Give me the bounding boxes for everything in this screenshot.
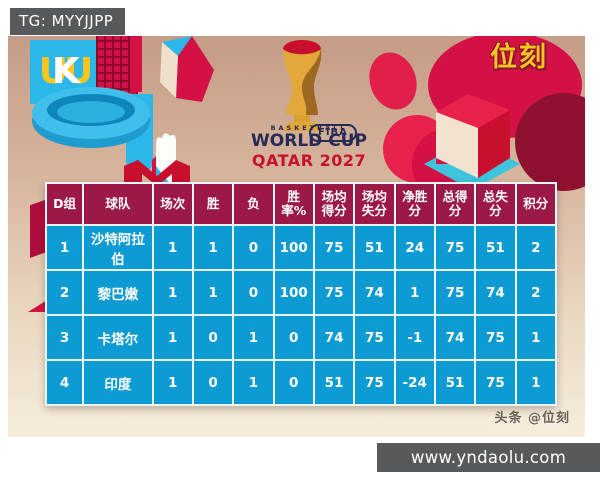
brand-logo: 位刻 — [490, 42, 548, 73]
table-cell: -24 — [393, 359, 436, 406]
table-cell: 100 — [272, 224, 315, 271]
fiba-logo-subtitle: BASKETBALL — [270, 124, 348, 132]
site-watermark: www.yndaolu.com — [377, 443, 600, 472]
table-cell: 0 — [191, 359, 235, 406]
table-cell: 1 — [151, 314, 194, 361]
table-cell: 75 — [353, 314, 396, 361]
table-cell: 3 — [44, 314, 85, 361]
fiba-logo-edition: QATAR 2027 — [251, 151, 367, 170]
table-row: 2 黎巴嫩 1 1 0 100 75 74 1 75 74 2 — [44, 269, 558, 316]
cube-graphic-right — [424, 94, 520, 190]
table-cell: 24 — [393, 224, 436, 271]
table-cell: 沙特阿拉伯 — [82, 224, 154, 271]
table-cell: 0 — [191, 314, 235, 361]
column-header: 胜 — [191, 182, 235, 226]
table-cell: 51 — [353, 224, 396, 271]
column-header: 总得分 — [433, 182, 477, 226]
table-cell: 75 — [353, 359, 396, 406]
stadium-graphic — [32, 87, 150, 148]
cube-graphic-left — [160, 36, 214, 102]
table-cell: -1 — [393, 314, 436, 361]
fiba-logo: FIBA BASKETBALL WORLD CUP QATAR 2027 — [245, 124, 373, 170]
table-cell: 74 — [312, 314, 356, 361]
table-cell: 卡塔尔 — [82, 314, 154, 361]
table-cell: 黎巴嫩 — [82, 269, 154, 316]
table-cell: 1 — [44, 224, 85, 271]
letters-white: K — [52, 51, 80, 92]
table-cell: 51 — [433, 359, 477, 406]
table-cell: 51 — [474, 224, 517, 271]
table-cell: 51 — [312, 359, 356, 406]
table-cell: 75 — [474, 359, 517, 406]
table-cell: 2 — [514, 269, 558, 316]
table-cell: 4 — [44, 359, 85, 406]
column-header: 场均得分 — [312, 182, 356, 226]
table-row: 4 印度 1 0 1 0 51 75 -24 51 75 1 — [44, 359, 558, 406]
fiba-logo-text: FIBA — [309, 124, 357, 142]
table-row: 1 沙特阿拉伯 1 1 0 100 75 51 24 75 51 2 — [44, 224, 558, 271]
table-cell: 1 — [514, 359, 558, 406]
dark-circle-graphic — [515, 93, 585, 191]
table-cell: 75 — [474, 314, 517, 361]
table-cell: 2 — [514, 224, 558, 271]
letters-yellow: UU — [38, 51, 94, 92]
header-row: D组 球队 场次胜负胜率% 场均得分 场均失分 净胜分 总得分 总失分 积分 — [44, 182, 558, 226]
table-cell: 1 — [232, 359, 275, 406]
column-header: 场均失分 — [353, 182, 396, 226]
table-cell: 75 — [433, 224, 477, 271]
table-cell: 0 — [232, 224, 275, 271]
table-cell: 100 — [272, 269, 315, 316]
table-cell: 1 — [191, 269, 235, 316]
table-cell: 1 — [151, 359, 194, 406]
standings-table: D组 球队 场次胜负胜率% 场均得分 场均失分 净胜分 总得分 总失分 积分 1 沙特阿拉伯 1 1 0 1… — [44, 182, 558, 406]
column-header: 积分 — [514, 182, 558, 226]
table-cell: 74 — [353, 269, 396, 316]
red-strip-graphic — [130, 36, 142, 92]
column-header: 胜率% — [272, 182, 315, 226]
column-header: 总失分 — [474, 182, 517, 226]
tg-badge: TG: MYYJJPP — [10, 8, 126, 35]
table-cell: 0 — [272, 359, 315, 406]
table-cell: 1 — [191, 224, 235, 271]
letters-tile-graphic: UU K — [30, 40, 98, 104]
table-cell: 1 — [514, 314, 558, 361]
table-cell: 0 — [272, 314, 315, 361]
table-cell: 0 — [232, 269, 275, 316]
table-cell: 1 — [232, 314, 275, 361]
column-header: D组 — [44, 182, 85, 226]
trophy-icon — [283, 40, 322, 131]
column-header: 场次 — [151, 182, 194, 226]
table-cell: 75 — [312, 224, 356, 271]
column-header: 负 — [232, 182, 275, 226]
column-header: 净胜分 — [393, 182, 436, 226]
table-cell: 75 — [312, 269, 356, 316]
table-cell: 印度 — [82, 359, 154, 406]
table-cell: 74 — [433, 314, 477, 361]
table-cell: 2 — [44, 269, 85, 316]
table-cell: 75 — [433, 269, 477, 316]
fiba-logo-title: WORLD CUP — [251, 131, 367, 151]
table-cell: 1 — [393, 269, 436, 316]
table-cell: 1 — [151, 269, 194, 316]
table-row: 3 卡塔尔 1 0 1 0 74 75 -1 74 75 1 — [44, 314, 558, 361]
table-cell: 74 — [474, 269, 517, 316]
column-header: 球队 — [82, 182, 154, 226]
m-ribbon-graphic — [124, 160, 190, 188]
table-cell: 1 — [151, 224, 194, 271]
author-credit: 头条 @位刻 — [494, 411, 570, 426]
